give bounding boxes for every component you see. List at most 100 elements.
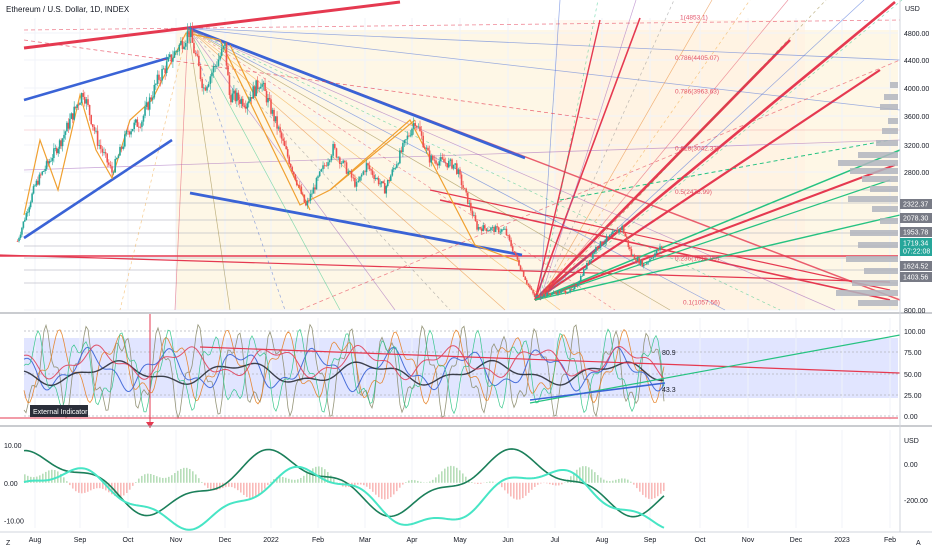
candle-body xyxy=(273,109,275,122)
time-tick-label: Oct xyxy=(123,537,134,544)
oscillator-panel: 100.00 75.00 50.00 25.00 0.00 80.9 43.3 xyxy=(0,314,926,428)
candle-body xyxy=(540,297,542,298)
candle-body xyxy=(383,183,386,194)
auto-scale-icon[interactable]: A xyxy=(916,540,921,547)
osc-line-blue xyxy=(23,346,665,393)
candle-body xyxy=(433,159,436,161)
osc-line-green xyxy=(23,328,665,415)
candle-body xyxy=(18,238,20,242)
candle-body xyxy=(231,93,234,103)
osc-line-red xyxy=(23,344,665,381)
blue-lower-1 xyxy=(23,138,173,240)
candle-body xyxy=(491,227,494,228)
candle-body xyxy=(552,292,555,294)
price-tick-label: 2800.00 xyxy=(904,170,929,177)
time-tick-label: Aug xyxy=(596,537,609,544)
candle-body xyxy=(497,227,500,233)
macd-hist-bar xyxy=(279,476,281,483)
candle-body xyxy=(508,235,511,241)
price-axis[interactable]: 4800.00 4400.00 4000.00 3600.00 3200.00 2800.… xyxy=(904,31,929,315)
candle-body xyxy=(124,134,126,147)
candle-body xyxy=(543,294,545,297)
price-tag-value: 1719.34 xyxy=(903,241,928,248)
candle-body xyxy=(619,229,622,230)
candle-body xyxy=(493,227,495,232)
candle-body xyxy=(409,135,412,137)
candle-body xyxy=(308,200,310,202)
candle-body xyxy=(428,150,431,163)
osc-side-label: 43.3 xyxy=(662,387,676,394)
macd-hist-bar xyxy=(471,482,473,483)
candle-body xyxy=(650,258,653,260)
macd-right-tick: 0.00 xyxy=(904,462,918,469)
candle-body xyxy=(258,88,260,90)
macd-hist-bar xyxy=(621,478,623,483)
fan-thin-up xyxy=(539,0,713,301)
candle-body xyxy=(471,210,474,216)
macd-hist-bar xyxy=(333,479,335,483)
blue-lower-2 xyxy=(189,191,523,257)
external-indicator-badge[interactable]: External Indicator xyxy=(30,405,88,417)
candle-body xyxy=(374,178,377,179)
candle-body xyxy=(579,275,582,281)
fan-red-2 xyxy=(534,0,896,302)
candle-body xyxy=(561,290,564,292)
candle-body xyxy=(234,90,237,102)
candle-body xyxy=(630,249,633,256)
macd-hist-bar xyxy=(42,473,44,483)
macd-hist-bar xyxy=(30,476,32,483)
candle-body xyxy=(108,162,110,165)
dashed-red-c xyxy=(299,59,901,311)
fib-label: 0.1(1057.56) xyxy=(683,299,720,306)
candle-body xyxy=(186,31,189,44)
macd-hist-bar xyxy=(582,466,584,483)
macd-hist-bar xyxy=(300,477,302,483)
candle-body xyxy=(590,258,593,260)
candle-body xyxy=(181,41,184,50)
candle-body xyxy=(402,143,404,153)
macd-hist-bar xyxy=(201,481,203,483)
macd-left-tick: 10.00 xyxy=(4,443,22,450)
time-axis[interactable]: Aug Sep Oct Nov Dec 2022 Feb Mar Apr May Jun Jul Aug… xyxy=(29,537,896,544)
candle-body xyxy=(292,171,295,175)
zoom-icon[interactable]: Z xyxy=(6,540,11,547)
candle-body xyxy=(92,124,94,127)
osc-tick-label: 100.00 xyxy=(904,329,926,336)
candle-body xyxy=(440,157,442,162)
macd-hist-bar xyxy=(618,478,620,483)
candle-body xyxy=(299,185,301,187)
vp-bar xyxy=(870,186,898,192)
macd-hist-bar xyxy=(474,482,476,484)
vp-bar xyxy=(884,94,898,100)
candle-body xyxy=(222,46,225,49)
candle-body xyxy=(584,269,587,270)
candle-body xyxy=(207,83,210,87)
candle-body xyxy=(655,249,658,254)
time-tick-label: Feb xyxy=(312,537,324,544)
macd-hist-bar xyxy=(600,477,602,483)
candle-body xyxy=(386,180,389,187)
candle-body xyxy=(219,55,221,60)
candle-body xyxy=(544,294,547,296)
candle-body xyxy=(315,177,318,190)
candle-body xyxy=(477,227,480,230)
candle-body xyxy=(209,76,212,84)
macd-hist-bar xyxy=(507,482,509,494)
event-marker-arrow xyxy=(146,422,154,428)
candle-body xyxy=(44,168,46,172)
candle-body xyxy=(567,292,570,294)
candle-body xyxy=(587,262,590,264)
candle-body xyxy=(400,150,403,153)
macd-hist-bar xyxy=(444,468,446,483)
macd-hist-bar xyxy=(192,471,194,483)
candle-body xyxy=(227,65,229,76)
candle-body xyxy=(42,171,45,172)
candle-body xyxy=(622,225,625,234)
macd-hist-bar xyxy=(597,475,599,483)
macd-hist-bar xyxy=(309,470,311,483)
vp-bar xyxy=(890,82,898,88)
candle-body xyxy=(608,234,611,237)
macd-hist-bar xyxy=(549,482,551,485)
price-tick-label: 800.00 xyxy=(904,308,926,315)
macd-hist-bar xyxy=(27,475,29,483)
